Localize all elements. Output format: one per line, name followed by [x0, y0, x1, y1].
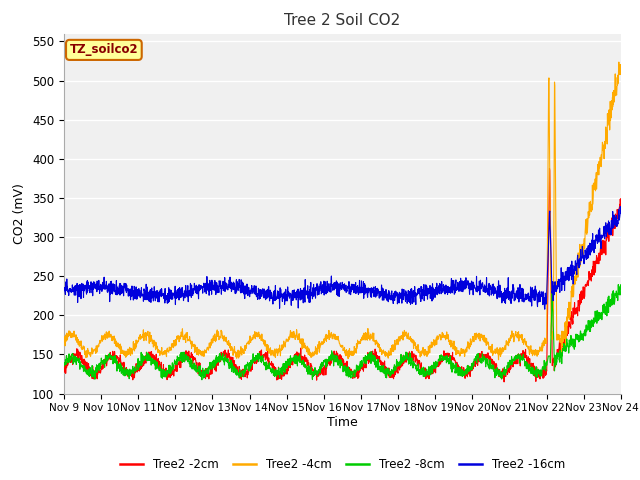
- Y-axis label: CO2 (mV): CO2 (mV): [13, 183, 26, 244]
- Text: TZ_soilco2: TZ_soilco2: [70, 43, 138, 56]
- X-axis label: Time: Time: [327, 416, 358, 429]
- Title: Tree 2 Soil CO2: Tree 2 Soil CO2: [284, 13, 401, 28]
- Legend: Tree2 -2cm, Tree2 -4cm, Tree2 -8cm, Tree2 -16cm: Tree2 -2cm, Tree2 -4cm, Tree2 -8cm, Tree…: [115, 454, 570, 476]
